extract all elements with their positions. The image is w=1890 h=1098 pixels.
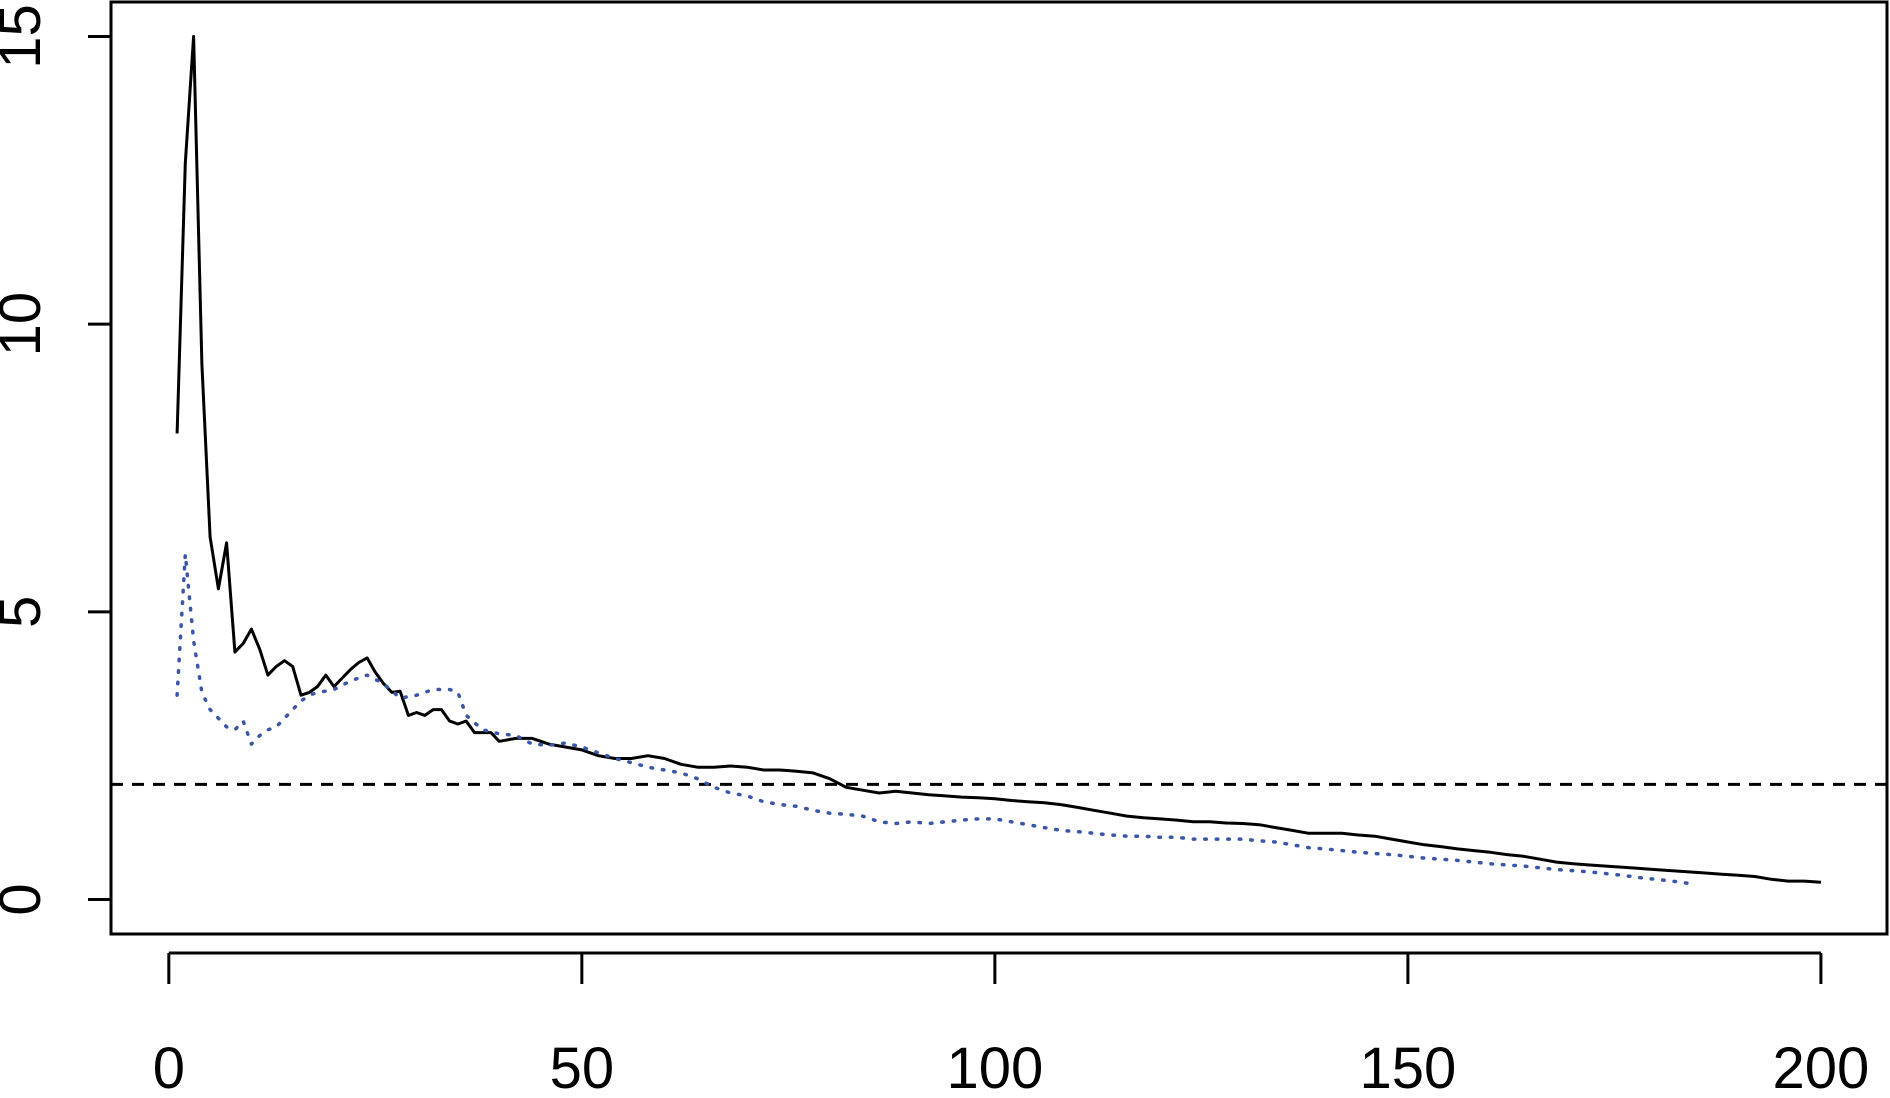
x-tick-label: 50 [550,1036,615,1093]
x-axis: 0 50 100 150 200 [153,951,1870,1098]
series-layer [175,35,1821,886]
y-tick-label: 5 [0,596,53,628]
plot-frame [109,0,1889,936]
series-line-solid [175,35,1821,884]
y-tick-label: 0 [0,883,53,915]
x-tick-label: 100 [946,1036,1043,1093]
y-tick-label: 10 [0,292,53,357]
x-tick-label: 0 [153,1036,185,1093]
y-tick-label: 15 [0,4,53,69]
series-line-dotted [175,552,1691,886]
y-axis: 0 5 10 15 [0,4,111,916]
x-tick-label: 200 [1773,1036,1870,1093]
x-tick-label: 150 [1360,1036,1457,1093]
